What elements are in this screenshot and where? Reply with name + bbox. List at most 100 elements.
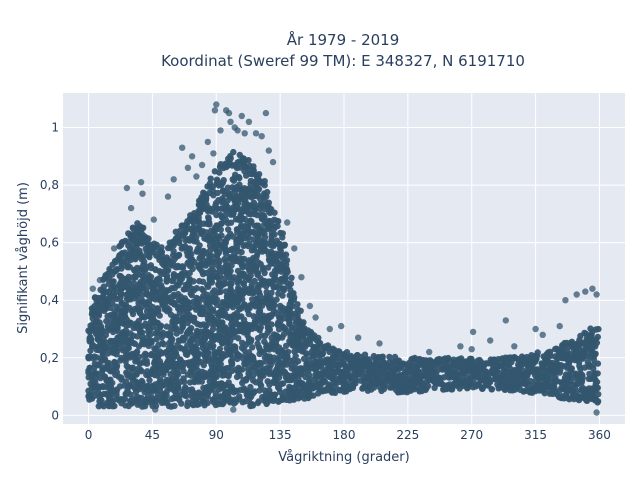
data-point	[136, 247, 143, 254]
y-tick-label: 0,2	[40, 351, 59, 365]
data-point	[275, 374, 283, 381]
data-point	[170, 248, 177, 255]
data-point	[155, 307, 162, 314]
data-point	[127, 204, 135, 212]
data-point	[220, 281, 228, 288]
data-point	[216, 345, 224, 353]
data-point	[141, 403, 149, 410]
data-point	[298, 274, 305, 281]
data-point	[87, 328, 94, 335]
data-point	[175, 383, 182, 390]
data-point	[261, 178, 268, 185]
data-point	[260, 264, 267, 271]
data-point	[284, 219, 291, 226]
data-point	[175, 370, 182, 378]
data-points	[85, 101, 602, 416]
data-point	[343, 349, 351, 356]
data-point	[156, 277, 163, 284]
data-point	[129, 310, 137, 318]
data-point	[141, 258, 148, 265]
data-point	[138, 368, 145, 375]
data-point	[287, 280, 295, 288]
data-point	[269, 241, 277, 248]
data-point	[86, 364, 94, 372]
data-point	[593, 339, 601, 346]
data-point	[579, 374, 586, 382]
data-point	[204, 399, 211, 407]
data-point	[198, 161, 206, 169]
data-point	[254, 270, 261, 277]
data-point	[236, 181, 243, 188]
data-point	[164, 267, 171, 274]
data-point	[245, 118, 253, 126]
x-tick-label: 270	[460, 428, 483, 442]
data-point	[185, 299, 192, 306]
data-point	[277, 314, 284, 321]
data-point	[224, 184, 232, 191]
data-point	[230, 274, 238, 281]
data-point	[594, 399, 601, 406]
data-point	[199, 278, 207, 285]
data-point	[288, 274, 295, 281]
data-point	[118, 290, 125, 297]
data-point	[331, 389, 339, 396]
data-point	[152, 406, 159, 413]
data-point	[244, 331, 251, 339]
data-point	[127, 391, 134, 398]
data-point	[89, 341, 96, 349]
data-point	[338, 322, 345, 330]
data-point	[594, 370, 601, 377]
data-point	[305, 356, 313, 363]
data-point	[200, 361, 207, 369]
data-point	[133, 348, 141, 355]
data-point	[152, 243, 159, 250]
data-point	[139, 190, 146, 197]
data-point	[230, 406, 237, 413]
data-point	[205, 350, 212, 357]
data-point	[268, 321, 275, 328]
data-point	[265, 199, 272, 206]
data-point	[139, 379, 146, 386]
y-tick-label: 0	[51, 408, 59, 422]
data-point	[188, 325, 195, 332]
data-point	[279, 380, 287, 387]
data-point	[209, 306, 217, 313]
data-point	[594, 333, 601, 341]
data-point	[227, 287, 234, 295]
x-tick-label: 90	[209, 428, 224, 442]
data-point	[137, 179, 145, 186]
data-point	[595, 325, 602, 333]
data-point	[249, 401, 256, 408]
data-point	[251, 277, 258, 285]
data-point	[184, 164, 192, 171]
data-point	[129, 364, 136, 371]
data-point	[196, 242, 203, 249]
data-point	[180, 375, 187, 382]
x-tick-label: 180	[333, 428, 356, 442]
data-point	[386, 353, 393, 361]
chart-title-line2: Koordinat (Sweref 99 TM): E 348327, N 61…	[161, 52, 525, 70]
data-point	[188, 291, 195, 299]
data-point	[247, 272, 254, 279]
data-point	[573, 291, 580, 298]
data-point	[216, 169, 223, 176]
data-point	[138, 272, 146, 279]
data-point	[470, 378, 477, 385]
data-point	[238, 112, 245, 120]
data-point	[591, 350, 598, 357]
data-point	[211, 107, 219, 114]
data-point	[153, 336, 160, 343]
data-point	[215, 248, 223, 256]
data-point	[282, 275, 289, 282]
data-point	[586, 370, 593, 378]
data-point	[123, 184, 131, 192]
data-point	[198, 229, 205, 236]
data-point	[257, 380, 264, 387]
data-point	[595, 391, 602, 398]
data-point	[228, 262, 235, 269]
x-tick-label: 225	[396, 428, 419, 442]
data-point	[319, 351, 326, 358]
x-tick-labels: 0 45 90 135 180 225 270 315 360	[85, 428, 611, 442]
data-point	[294, 358, 302, 365]
data-point	[511, 343, 518, 350]
